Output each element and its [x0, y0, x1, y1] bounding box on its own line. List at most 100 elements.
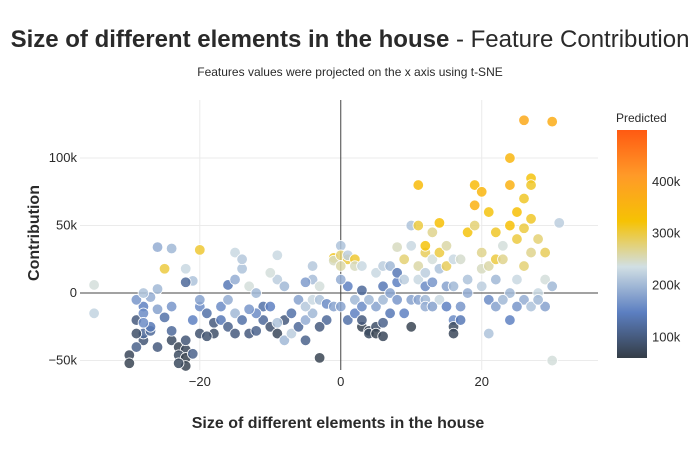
- data-point[interactable]: [504, 314, 516, 326]
- data-point[interactable]: [180, 263, 192, 275]
- data-point[interactable]: [461, 273, 474, 286]
- data-point[interactable]: [271, 317, 284, 329]
- data-point[interactable]: [299, 334, 312, 347]
- data-point[interactable]: [398, 307, 410, 320]
- data-point[interactable]: [363, 294, 375, 306]
- data-point[interactable]: [440, 300, 453, 313]
- data-point[interactable]: [391, 241, 403, 253]
- data-point[interactable]: [356, 314, 368, 326]
- data-point[interactable]: [130, 327, 143, 340]
- data-point[interactable]: [299, 300, 312, 313]
- data-point[interactable]: [398, 253, 410, 265]
- data-point[interactable]: [278, 334, 291, 347]
- data-point[interactable]: [518, 192, 530, 205]
- data-point[interactable]: [243, 303, 255, 315]
- data-point[interactable]: [518, 260, 530, 272]
- data-point[interactable]: [447, 327, 460, 340]
- data-point[interactable]: [412, 260, 424, 272]
- data-point[interactable]: [532, 233, 544, 245]
- data-point[interactable]: [525, 213, 537, 225]
- data-point[interactable]: [229, 327, 241, 340]
- data-point[interactable]: [165, 325, 178, 337]
- data-point[interactable]: [461, 287, 474, 299]
- data-point[interactable]: [335, 273, 347, 286]
- data-point[interactable]: [440, 260, 453, 272]
- data-point[interactable]: [511, 206, 523, 218]
- data-point[interactable]: [504, 152, 516, 164]
- data-point[interactable]: [278, 280, 291, 293]
- data-point[interactable]: [412, 219, 424, 232]
- data-point[interactable]: [264, 300, 276, 313]
- data-point[interactable]: [335, 300, 347, 313]
- data-point[interactable]: [320, 314, 333, 326]
- data-point[interactable]: [335, 260, 347, 272]
- data-point[interactable]: [454, 314, 467, 326]
- data-point[interactable]: [137, 287, 150, 299]
- data-point[interactable]: [377, 280, 389, 293]
- data-point[interactable]: [419, 267, 432, 279]
- data-point[interactable]: [158, 263, 171, 275]
- data-point[interactable]: [342, 314, 354, 326]
- data-point[interactable]: [483, 327, 495, 340]
- data-point[interactable]: [525, 246, 537, 259]
- data-point[interactable]: [511, 233, 523, 245]
- data-point[interactable]: [349, 294, 361, 306]
- data-point[interactable]: [398, 273, 410, 286]
- data-point[interactable]: [250, 325, 262, 337]
- data-point[interactable]: [215, 300, 227, 313]
- data-point[interactable]: [384, 287, 396, 299]
- data-point[interactable]: [384, 307, 396, 320]
- data-point[interactable]: [88, 307, 100, 320]
- data-point[interactable]: [165, 300, 178, 313]
- data-point[interactable]: [194, 244, 206, 256]
- data-point[interactable]: [356, 260, 368, 272]
- data-point[interactable]: [292, 294, 305, 306]
- data-point[interactable]: [313, 352, 326, 364]
- data-point[interactable]: [243, 280, 255, 293]
- data-point[interactable]: [180, 334, 192, 347]
- data-point[interactable]: [285, 327, 298, 340]
- data-point[interactable]: [222, 294, 234, 306]
- data-point[interactable]: [490, 273, 502, 286]
- data-point[interactable]: [412, 179, 424, 191]
- data-point[interactable]: [419, 240, 432, 252]
- data-point[interactable]: [391, 267, 403, 279]
- data-point[interactable]: [250, 287, 262, 299]
- data-point[interactable]: [483, 294, 495, 306]
- data-point[interactable]: [440, 240, 453, 252]
- data-point[interactable]: [306, 260, 319, 272]
- data-point[interactable]: [201, 330, 213, 342]
- data-point[interactable]: [433, 294, 446, 306]
- data-point[interactable]: [412, 273, 424, 286]
- data-point[interactable]: [88, 279, 100, 291]
- data-point[interactable]: [165, 242, 178, 255]
- data-point[interactable]: [490, 300, 502, 313]
- data-point[interactable]: [215, 314, 227, 326]
- data-point[interactable]: [476, 186, 488, 198]
- data-point[interactable]: [511, 273, 523, 286]
- data-point[interactable]: [447, 280, 460, 293]
- data-point[interactable]: [299, 314, 312, 326]
- data-point[interactable]: [271, 273, 284, 286]
- data-point[interactable]: [497, 253, 509, 265]
- data-point[interactable]: [532, 294, 544, 306]
- data-point[interactable]: [236, 314, 248, 326]
- data-point[interactable]: [426, 226, 439, 239]
- data-point[interactable]: [229, 307, 241, 320]
- data-point[interactable]: [546, 280, 558, 293]
- data-point[interactable]: [257, 314, 269, 326]
- data-point[interactable]: [151, 283, 164, 295]
- data-point[interactable]: [187, 348, 199, 360]
- data-point[interactable]: [511, 300, 523, 313]
- data-point[interactable]: [483, 206, 495, 218]
- data-point[interactable]: [201, 307, 213, 320]
- data-point[interactable]: [384, 260, 396, 272]
- data-point[interactable]: [299, 276, 312, 288]
- data-point[interactable]: [539, 300, 551, 313]
- data-point[interactable]: [405, 240, 417, 252]
- data-point[interactable]: [377, 317, 389, 329]
- data-point[interactable]: [518, 222, 530, 234]
- data-point[interactable]: [483, 260, 495, 272]
- data-point[interactable]: [490, 226, 502, 239]
- data-point[interactable]: [426, 253, 439, 265]
